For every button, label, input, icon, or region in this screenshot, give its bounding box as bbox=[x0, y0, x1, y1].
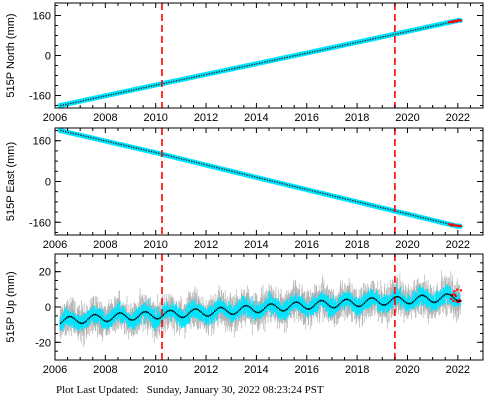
xtick-label-east-2016: 2016 bbox=[295, 239, 319, 251]
xtick-label-north-2010: 2010 bbox=[143, 112, 167, 124]
xtick-label-north-2020: 2020 bbox=[395, 112, 419, 124]
xtick-label-north-2006: 2006 bbox=[43, 112, 67, 124]
ytick-label-up-0: 0 bbox=[45, 302, 51, 314]
xtick-label-up-2012: 2012 bbox=[194, 364, 218, 376]
xtick-label-up-2020: 2020 bbox=[395, 364, 419, 376]
xtick-label-east-2006: 2006 bbox=[43, 239, 67, 251]
series-positions-north bbox=[60, 19, 462, 107]
ytick-label-north-160: 160 bbox=[33, 11, 51, 23]
ytick-label-east-0: 0 bbox=[45, 177, 51, 189]
panel-up: 2006 2008 2010 2012 2014 2016 2018 2020 2022 -20 0… bbox=[5, 253, 484, 376]
xtick-label-east-2018: 2018 bbox=[345, 239, 369, 251]
series-recent-east bbox=[447, 223, 462, 228]
xtick-label-up-2022: 2022 bbox=[446, 364, 470, 376]
y-axis-title-up: 515P Up (mm) bbox=[5, 271, 17, 342]
ytick-label-east-160: 160 bbox=[33, 136, 51, 148]
xtick-label-up-2014: 2014 bbox=[244, 364, 268, 376]
series-positions-east bbox=[60, 129, 462, 227]
y-axis-title-east: 515P East (mm) bbox=[5, 142, 17, 221]
plot-area-east bbox=[57, 128, 463, 229]
ytick-label-up--20: -20 bbox=[35, 337, 51, 349]
xtick-label-north-2022: 2022 bbox=[446, 112, 470, 124]
xtick-label-up-2006: 2006 bbox=[43, 364, 67, 376]
xtick-label-east-2014: 2014 bbox=[244, 239, 268, 251]
series-recent-north bbox=[447, 19, 462, 24]
ytick-label-north--160: -160 bbox=[29, 91, 51, 103]
xtick-label-up-2018: 2018 bbox=[345, 364, 369, 376]
y-axis-title-north: 515P North (mm) bbox=[5, 13, 17, 97]
xtick-label-up-2016: 2016 bbox=[295, 364, 319, 376]
ytick-label-north-0: 0 bbox=[45, 51, 51, 63]
plot-area-up bbox=[59, 270, 463, 348]
ytick-label-east--160: -160 bbox=[29, 217, 51, 229]
xtick-label-north-2008: 2008 bbox=[93, 112, 117, 124]
xtick-label-north-2018: 2018 bbox=[345, 112, 369, 124]
xtick-label-east-2012: 2012 bbox=[194, 239, 218, 251]
footer-label: Plot Last Updated: bbox=[56, 384, 139, 396]
xtick-label-up-2008: 2008 bbox=[93, 364, 117, 376]
xtick-label-east-2010: 2010 bbox=[143, 239, 167, 251]
footer-timestamp: Sunday, January 30, 2022 08:23:24 PST bbox=[146, 384, 324, 396]
series-trend-up bbox=[60, 293, 462, 325]
ytick-label-up-20: 20 bbox=[39, 267, 51, 279]
xtick-label-up-2010: 2010 bbox=[143, 364, 167, 376]
xtick-label-east-2022: 2022 bbox=[446, 239, 470, 251]
xtick-label-north-2012: 2012 bbox=[194, 112, 218, 124]
xtick-label-north-2014: 2014 bbox=[244, 112, 268, 124]
panel-east: 2006 2008 2010 2012 2014 2016 2018 2020 2022 -160… bbox=[5, 127, 484, 251]
xtick-label-east-2020: 2020 bbox=[395, 239, 419, 251]
plot-updated-footer: Plot Last Updated: Sunday, January 30, 2… bbox=[56, 384, 324, 396]
xtick-label-east-2008: 2008 bbox=[93, 239, 117, 251]
panel-north: 2006 2008 2010 2012 2014 2016 2018 2020 2022 -160… bbox=[5, 2, 484, 124]
xtick-label-north-2016: 2016 bbox=[295, 112, 319, 124]
plot-area-north bbox=[57, 18, 463, 108]
